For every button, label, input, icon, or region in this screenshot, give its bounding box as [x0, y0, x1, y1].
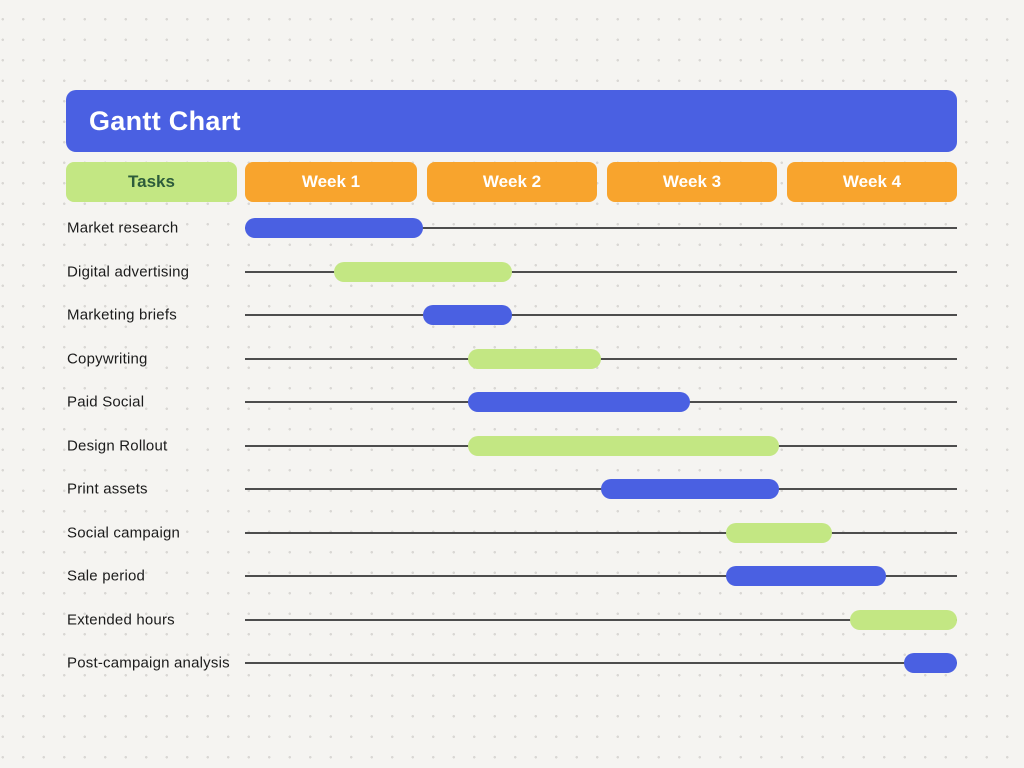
task-row: Digital advertising: [0, 250, 1024, 294]
task-label: Post-campaign analysis: [67, 654, 230, 672]
task-row: Post-campaign analysis: [0, 641, 1024, 685]
task-bar: [725, 522, 833, 543]
task-label: Sale period: [67, 567, 146, 585]
task-row: Marketing briefs: [0, 293, 1024, 337]
task-row: Print assets: [0, 467, 1024, 511]
task-row: Social campaign: [0, 511, 1024, 555]
task-label: Extended hours: [67, 611, 175, 628]
task-bar: [725, 566, 886, 586]
task-bar: [601, 479, 779, 499]
task-row: Design Rollout: [0, 424, 1024, 468]
task-bar: [245, 218, 423, 238]
task-timeline-track: [245, 531, 957, 534]
task-bar: [467, 435, 779, 456]
task-timeline-track: [245, 662, 957, 664]
task-timeline-track: [245, 357, 957, 360]
task-row: Copywriting: [0, 337, 1024, 381]
week-1-column-header: Week 1: [245, 162, 417, 202]
task-label: Market research: [67, 219, 179, 237]
task-label: Print assets: [67, 480, 148, 498]
task-row: Sale period: [0, 554, 1024, 598]
tasks-column-header: Tasks: [66, 162, 237, 202]
task-bar: [850, 609, 957, 630]
task-row: Market research: [0, 206, 1024, 250]
task-bar: [903, 653, 957, 673]
task-timeline-track: [245, 270, 957, 273]
task-label: Design Rollout: [67, 437, 168, 454]
task-bar: [334, 261, 512, 282]
task-label: Digital advertising: [67, 263, 190, 280]
task-label: Social campaign: [67, 524, 181, 541]
task-timeline-track: [245, 575, 957, 577]
task-timeline-track: [245, 227, 957, 229]
week-4-column-header: Week 4: [787, 162, 957, 202]
task-bar: [467, 348, 601, 369]
week-3-column-header: Week 3: [607, 162, 777, 202]
task-bar: [423, 305, 512, 325]
task-row: Extended hours: [0, 598, 1024, 642]
chart-title-bar: Gantt Chart: [66, 90, 957, 152]
task-bar: [467, 392, 690, 412]
chart-title: Gantt Chart: [89, 105, 241, 136]
task-timeline-track: [245, 314, 957, 316]
task-timeline-track: [245, 618, 957, 621]
task-label: Marketing briefs: [67, 306, 177, 324]
task-label: Copywriting: [67, 350, 148, 367]
task-row: Paid Social: [0, 380, 1024, 424]
week-2-column-header: Week 2: [427, 162, 597, 202]
task-label: Paid Social: [67, 393, 145, 411]
